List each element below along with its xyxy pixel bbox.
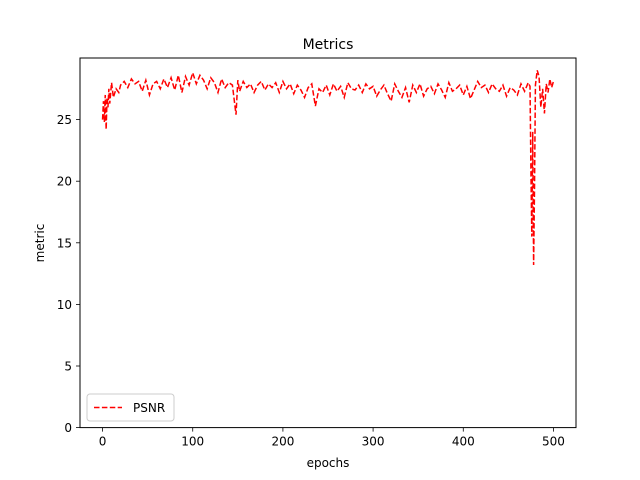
y-axis: 0 5 10 15 20 25 bbox=[57, 113, 80, 435]
y-tick-label: 5 bbox=[64, 360, 72, 374]
x-tick-label: 0 bbox=[99, 435, 107, 449]
chart-title: Metrics bbox=[303, 37, 354, 53]
x-axis: 0 100 200 300 400 500 bbox=[99, 427, 565, 449]
plot-frame bbox=[79, 57, 577, 429]
x-tick-label: 500 bbox=[542, 435, 565, 449]
series-layer bbox=[101, 70, 555, 265]
x-tick-label: 200 bbox=[271, 435, 294, 449]
x-tick-label: 300 bbox=[362, 435, 385, 449]
x-axis-label: epochs bbox=[307, 456, 350, 470]
y-tick-label: 20 bbox=[57, 175, 72, 189]
x-tick-label: 400 bbox=[452, 435, 475, 449]
legend: PSNR bbox=[86, 393, 175, 422]
series-line-psnr bbox=[101, 70, 555, 265]
y-tick-label: 0 bbox=[64, 421, 72, 435]
y-axis-label: metric bbox=[33, 224, 47, 263]
y-tick-label: 10 bbox=[57, 298, 72, 312]
y-tick-label: 15 bbox=[57, 236, 72, 250]
legend-box bbox=[86, 393, 175, 422]
x-tick-label: 100 bbox=[181, 435, 204, 449]
legend-label-psnr: PSNR bbox=[133, 401, 165, 415]
y-tick-label: 25 bbox=[57, 113, 72, 127]
